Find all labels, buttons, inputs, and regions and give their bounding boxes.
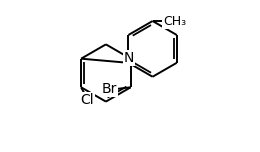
Text: Cl: Cl	[81, 93, 94, 107]
Text: N: N	[124, 51, 134, 65]
Text: Br: Br	[101, 82, 117, 96]
Text: CH₃: CH₃	[164, 15, 187, 28]
